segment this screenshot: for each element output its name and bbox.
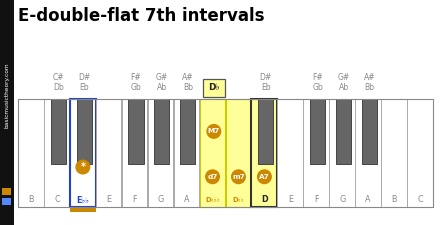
Bar — [2, 198, 11, 205]
Text: C: C — [54, 196, 60, 205]
Text: G: G — [339, 196, 345, 205]
Bar — [206, 99, 221, 164]
Text: F#: F# — [312, 72, 323, 81]
Text: E: E — [288, 196, 293, 205]
Bar — [148, 99, 173, 207]
Bar — [70, 207, 95, 212]
Bar — [44, 99, 70, 207]
Bar — [381, 99, 407, 207]
Text: A#: A# — [182, 72, 194, 81]
Text: Eb: Eb — [79, 83, 89, 92]
Bar — [2, 188, 11, 195]
Text: m7: m7 — [232, 174, 245, 180]
Bar — [174, 99, 199, 207]
Bar — [203, 79, 225, 97]
Circle shape — [205, 169, 220, 184]
Text: d7: d7 — [207, 174, 218, 180]
Text: D♭♭♭: D♭♭♭ — [205, 197, 220, 203]
Text: Ab: Ab — [157, 83, 167, 92]
Text: Bb: Bb — [364, 83, 374, 92]
Text: *: * — [81, 162, 85, 172]
Text: A: A — [184, 196, 189, 205]
Bar — [200, 99, 277, 207]
Bar — [0, 0, 14, 225]
Text: F#: F# — [131, 72, 141, 81]
Text: Ab: Ab — [338, 83, 348, 92]
Text: A#: A# — [363, 72, 375, 81]
Bar — [362, 99, 377, 164]
Circle shape — [75, 160, 90, 175]
Text: E: E — [106, 196, 111, 205]
Bar — [336, 99, 351, 164]
Circle shape — [257, 169, 272, 184]
Bar — [77, 99, 92, 164]
Text: Db: Db — [53, 83, 63, 92]
Text: D: D — [261, 196, 268, 205]
Bar — [407, 99, 433, 207]
Text: A: A — [365, 196, 371, 205]
Text: D#: D# — [260, 72, 272, 81]
Text: C: C — [417, 196, 423, 205]
Circle shape — [206, 124, 221, 139]
Bar — [18, 99, 433, 207]
Circle shape — [231, 169, 246, 184]
Bar — [180, 99, 195, 164]
Text: Gb: Gb — [131, 83, 141, 92]
Bar — [18, 99, 44, 207]
Text: G#: G# — [156, 72, 168, 81]
Bar — [200, 99, 225, 207]
Text: B: B — [28, 196, 34, 205]
Text: F: F — [132, 196, 137, 205]
Text: M7: M7 — [208, 128, 220, 134]
Text: D♭: D♭ — [208, 83, 220, 92]
Text: A7: A7 — [259, 174, 270, 180]
Bar — [310, 99, 325, 164]
Bar — [96, 99, 121, 207]
Text: G#: G# — [337, 72, 350, 81]
Bar — [122, 99, 147, 207]
Text: Gb: Gb — [312, 83, 323, 92]
Text: D#: D# — [78, 72, 90, 81]
Text: Bb: Bb — [183, 83, 193, 92]
Bar — [258, 99, 273, 164]
Text: G: G — [158, 196, 164, 205]
Bar — [128, 99, 143, 164]
Text: D♭♭: D♭♭ — [233, 197, 244, 203]
Bar — [303, 99, 329, 207]
Text: E-double-flat 7th intervals: E-double-flat 7th intervals — [18, 7, 264, 25]
Bar — [51, 99, 66, 164]
Text: F: F — [314, 196, 319, 205]
Bar — [277, 99, 303, 207]
Bar — [154, 99, 169, 164]
Text: C#: C# — [52, 72, 64, 81]
Bar — [225, 99, 251, 207]
Text: Eb: Eb — [261, 83, 271, 92]
Bar — [251, 99, 277, 207]
Text: E♭♭: E♭♭ — [77, 196, 89, 205]
Bar — [70, 99, 95, 207]
Text: basicmusictheory.com: basicmusictheory.com — [4, 62, 10, 128]
Bar — [355, 99, 381, 207]
Text: B: B — [391, 196, 397, 205]
Bar — [329, 99, 355, 207]
